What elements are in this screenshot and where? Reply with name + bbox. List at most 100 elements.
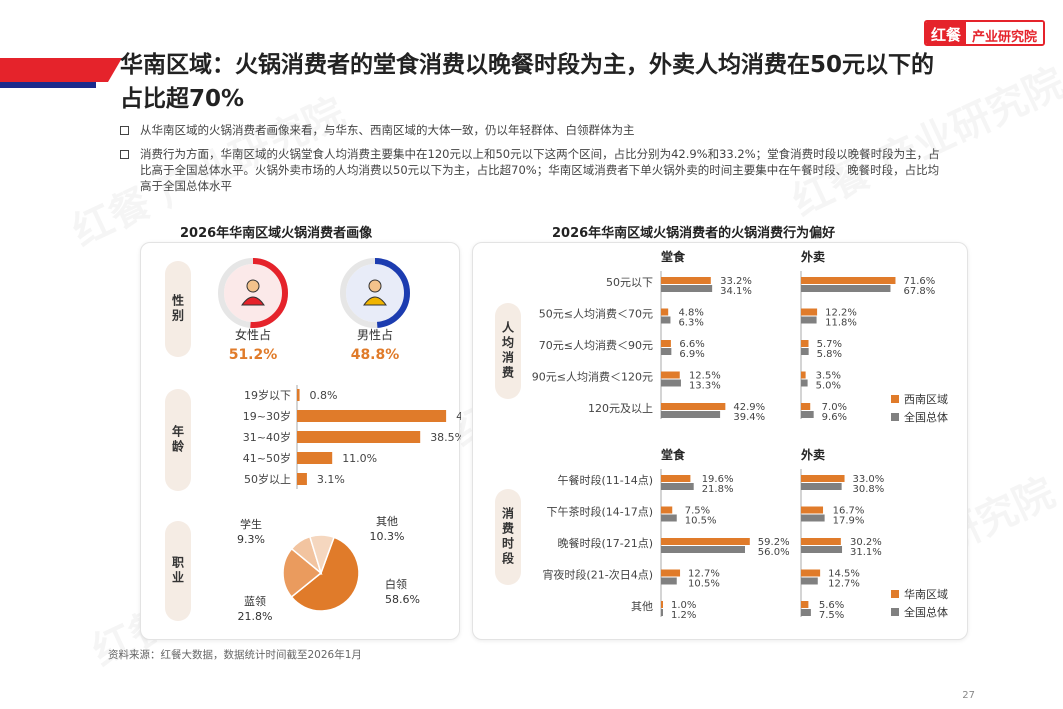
national-value-label: 5.0% xyxy=(816,381,841,392)
national-bar xyxy=(801,577,818,585)
region-value-label: 5.7% xyxy=(817,339,842,350)
national-bar xyxy=(801,285,891,292)
title-accent-red xyxy=(0,58,122,82)
job-slice xyxy=(290,536,360,612)
logo-part2: 产业研究院 xyxy=(965,22,1043,44)
legend-national-label: 全国总体 xyxy=(904,410,948,424)
national-value-label: 12.7% xyxy=(828,579,860,590)
region-value-label: 33.2% xyxy=(720,276,752,287)
female-value: 51.2% xyxy=(229,347,278,363)
job-category-label: 学生 xyxy=(240,517,262,531)
region-value-label: 6.6% xyxy=(679,339,704,350)
age-category-label: 50岁以上 xyxy=(244,472,291,486)
national-bar xyxy=(661,316,671,324)
national-value-label: 39.4% xyxy=(733,412,765,423)
region-bar xyxy=(801,569,821,577)
national-bar xyxy=(661,577,677,585)
page-number: 27 xyxy=(962,690,975,701)
age-value-label: 46.6% xyxy=(456,410,461,423)
national-bar xyxy=(661,411,721,418)
age-category-label: 41~50岁 xyxy=(243,451,291,465)
bullet-list: 从华南区域的火锅消费者画像来看，与华东、西南区域的大体一致，仍以年轻群体、白领群… xyxy=(120,122,950,202)
national-bar xyxy=(661,483,694,490)
category-label: 其他 xyxy=(631,600,653,613)
page-title: 华南区域：火锅消费者的堂食消费以晚餐时段为主，外卖人均消费在50元以下的占比超7… xyxy=(120,52,935,112)
job-value-label: 21.8% xyxy=(238,610,273,623)
age-value-label: 0.8% xyxy=(310,389,338,402)
age-category-label: 19岁以下 xyxy=(244,388,291,402)
region-bar xyxy=(661,601,663,608)
category-label: 90元≤人均消费＜120元 xyxy=(532,370,653,384)
left-section-title: 2026年华南区域火锅消费者画像 xyxy=(180,226,373,241)
region-value-label: 5.6% xyxy=(819,600,844,611)
national-bar xyxy=(661,379,681,387)
job-category-label: 白领 xyxy=(385,577,407,591)
job-label: 职业 xyxy=(165,521,191,621)
region-value-label: 7.5% xyxy=(685,506,710,517)
age-category-label: 31~40岁 xyxy=(243,430,291,444)
category-label: 下午茶时段(14-17点) xyxy=(546,505,653,519)
national-value-label: 11.8% xyxy=(825,318,857,329)
national-value-label: 7.5% xyxy=(819,610,844,621)
national-value-label: 31.1% xyxy=(850,547,882,558)
region-bar xyxy=(661,506,673,514)
national-bar xyxy=(661,514,677,522)
category-label: 宵夜时段(21-次日4点) xyxy=(542,568,653,582)
job-slice xyxy=(308,534,335,576)
region-value-label: 30.2% xyxy=(850,537,882,548)
job-category-label: 其他 xyxy=(376,515,398,528)
region-value-label: 14.5% xyxy=(828,569,860,580)
region-value-label: 33.0% xyxy=(853,474,885,485)
legend-region-label: 西南区域 xyxy=(904,393,948,406)
profile-panel: 性别 年龄 职业 女性占 51.2% 男性占 48.8% 19岁以下 0.8% 19~30岁… xyxy=(140,242,461,640)
right-section-title: 2026年华南区域火锅消费者的火锅消费行为偏好 xyxy=(552,226,836,241)
job-slice xyxy=(282,547,323,598)
region-value-label: 12.7% xyxy=(688,569,720,580)
region-bar xyxy=(661,475,691,482)
female-label: 女性占 xyxy=(235,327,271,342)
national-bar xyxy=(801,514,825,522)
national-value-label: 56.0% xyxy=(758,547,790,558)
job-value-label: 58.6% xyxy=(385,593,420,606)
gender-label: 性别 xyxy=(165,261,191,357)
behavior-panel: 人均消费 消费时段 堂食 外卖 50元以下 33.2% 34.1% 71.6% 67.8% 5… xyxy=(472,242,968,640)
national-bar xyxy=(801,609,811,616)
national-value-label: 1.2% xyxy=(671,610,696,621)
national-value-label: 6.9% xyxy=(679,349,704,360)
national-bar xyxy=(661,546,745,553)
national-bar xyxy=(801,483,842,490)
region-value-label: 59.2% xyxy=(758,537,790,548)
region-bar xyxy=(801,601,809,608)
national-value-label: 5.8% xyxy=(817,349,842,360)
age-value-label: 38.5% xyxy=(430,431,461,444)
region-value-label: 12.5% xyxy=(689,371,721,382)
age-bar xyxy=(297,431,421,443)
region-bar xyxy=(661,277,711,284)
age-bar xyxy=(297,389,300,401)
male-label: 男性占 xyxy=(357,327,393,342)
legend-region-swatch xyxy=(891,395,899,403)
region-value-label: 1.0% xyxy=(671,600,696,611)
region-value-label: 3.5% xyxy=(816,371,841,382)
takeout-header: 外卖 xyxy=(801,447,825,462)
region-bar xyxy=(661,340,671,347)
region-value-label: 42.9% xyxy=(733,402,765,413)
legend-national-swatch xyxy=(891,413,899,421)
category-label: 午餐时段(11-14点) xyxy=(557,473,653,487)
national-bar xyxy=(801,348,809,355)
national-value-label: 10.5% xyxy=(685,516,717,527)
region-bar xyxy=(801,538,841,545)
male-ring-bg xyxy=(346,264,404,322)
region-bar xyxy=(801,340,809,347)
legend-region-label: 华南区域 xyxy=(904,587,948,601)
dine-header: 堂食 xyxy=(661,249,686,264)
national-bar xyxy=(661,285,713,292)
takeout-header: 外卖 xyxy=(801,249,825,264)
age-value-label: 11.0% xyxy=(342,452,377,465)
spend-label: 人均消费 xyxy=(495,303,521,399)
job-category-label: 蓝领 xyxy=(244,595,266,608)
category-label: 70元≤人均消费＜90元 xyxy=(539,338,653,352)
category-label: 晚餐时段(17-21点) xyxy=(557,536,653,550)
region-bar xyxy=(661,403,726,410)
